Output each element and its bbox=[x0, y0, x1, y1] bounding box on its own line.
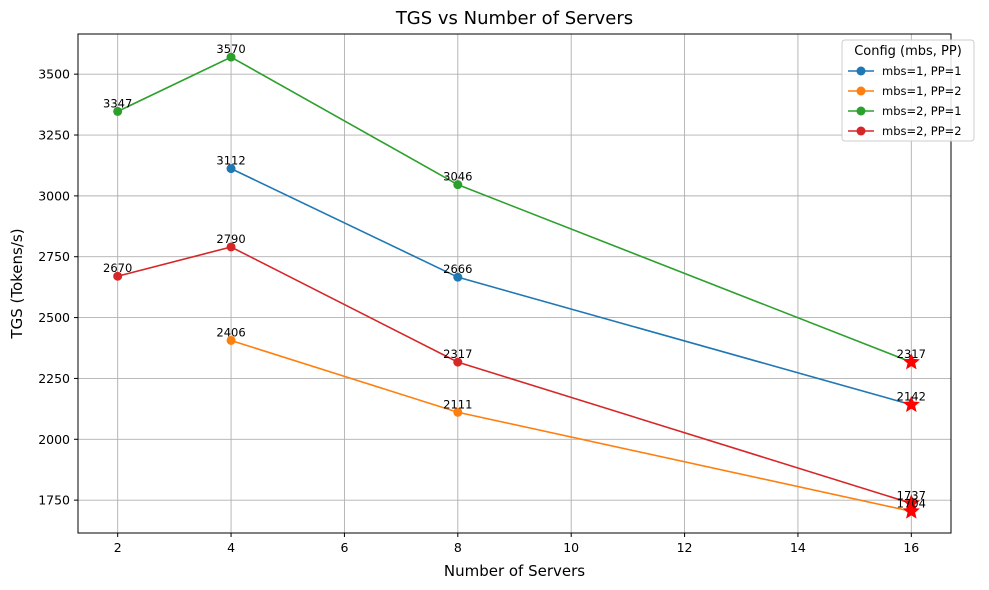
legend-label: mbs=1, PP=1 bbox=[882, 64, 962, 78]
data-label: 3570 bbox=[216, 42, 245, 56]
data-point bbox=[226, 242, 236, 252]
x-tick-label: 2 bbox=[114, 540, 122, 555]
data-label: 1704 bbox=[897, 496, 926, 510]
data-label: 2406 bbox=[216, 325, 245, 339]
data-label: 2670 bbox=[103, 261, 132, 275]
data-label: 1737 bbox=[897, 488, 926, 502]
star-marker bbox=[902, 494, 920, 511]
legend-items: mbs=1, PP=1 mbs=1, PP=2 mbs=2, PP=1 mbs=2, … bbox=[848, 64, 962, 138]
data-label: 2790 bbox=[216, 232, 245, 246]
series-mbs-1-pp-2 bbox=[226, 335, 920, 519]
data-labels: 3112 2666 2142 2406 2111 1704 3347 3570 3046 2317… bbox=[103, 42, 926, 510]
data-point bbox=[113, 271, 123, 281]
series-mbs-2-pp-2 bbox=[113, 242, 920, 511]
legend-box bbox=[841, 39, 975, 142]
series-mbs-1-pp-1 bbox=[226, 164, 920, 412]
data-label: 2142 bbox=[897, 390, 926, 404]
series-line bbox=[117, 246, 912, 505]
data-point bbox=[226, 164, 236, 174]
legend-label: mbs=2, PP=1 bbox=[882, 104, 962, 118]
x-tick-label: 16 bbox=[903, 540, 919, 555]
y-tick-label: 2000 bbox=[38, 432, 70, 447]
legend-item: mbs=2, PP=2 bbox=[848, 124, 962, 138]
data-point bbox=[226, 52, 236, 62]
y-tick-label: 2250 bbox=[38, 371, 70, 386]
legend-marker bbox=[856, 66, 866, 76]
data-label: 2111 bbox=[443, 397, 472, 411]
data-point bbox=[453, 407, 463, 417]
series-line bbox=[117, 56, 912, 363]
y-axis-label: TGS (Tokens/s) bbox=[8, 228, 26, 339]
x-tick-label: 14 bbox=[790, 540, 806, 555]
x-tick-label: 4 bbox=[227, 540, 235, 555]
data-point bbox=[453, 357, 463, 367]
axis-ticks: 2 4 6 8 10 12 14 16 1750 2000 2250 2500 2750 3000 3250… bbox=[38, 67, 919, 555]
star-marker bbox=[902, 353, 920, 370]
x-tick-label: 12 bbox=[677, 540, 693, 555]
data-label: 3046 bbox=[443, 170, 472, 184]
legend-marker bbox=[856, 86, 866, 96]
data-label: 2666 bbox=[443, 262, 472, 276]
data-label: 3347 bbox=[103, 96, 132, 110]
y-tick-label: 3000 bbox=[38, 188, 70, 203]
chart-title: TGS vs Number of Servers bbox=[395, 8, 633, 29]
data-point bbox=[226, 335, 236, 345]
legend-marker bbox=[856, 126, 866, 136]
data-label: 2317 bbox=[443, 347, 472, 361]
legend-label: mbs=2, PP=2 bbox=[882, 124, 962, 138]
data-label: 2317 bbox=[897, 347, 926, 361]
data-point bbox=[113, 106, 123, 116]
y-tick-label: 3250 bbox=[38, 128, 70, 143]
x-tick-label: 8 bbox=[454, 540, 462, 555]
legend-title: Config (mbs, PP) bbox=[854, 44, 962, 59]
data-point bbox=[453, 272, 463, 282]
plot-area-frame bbox=[77, 33, 952, 534]
legend-marker bbox=[856, 106, 866, 116]
legend-item: mbs=2, PP=1 bbox=[848, 104, 962, 118]
series-mbs-2-pp-1 bbox=[113, 52, 920, 370]
y-tick-label: 2500 bbox=[38, 310, 70, 325]
grid bbox=[78, 34, 951, 533]
y-tick-label: 3500 bbox=[38, 67, 70, 82]
data-label: 3112 bbox=[216, 154, 245, 168]
legend-item: mbs=1, PP=1 bbox=[848, 64, 962, 78]
x-tick-label: 10 bbox=[563, 540, 579, 555]
legend-item: mbs=1, PP=2 bbox=[848, 84, 962, 98]
star-marker bbox=[902, 395, 920, 412]
star-marker bbox=[902, 502, 920, 519]
y-tick-label: 1750 bbox=[38, 493, 70, 508]
series-layer bbox=[113, 52, 920, 519]
y-tick-label: 2750 bbox=[38, 249, 70, 264]
legend-label: mbs=1, PP=2 bbox=[882, 84, 962, 98]
x-axis-label: Number of Servers bbox=[444, 562, 585, 580]
x-tick-label: 6 bbox=[340, 540, 348, 555]
data-point bbox=[453, 180, 463, 190]
